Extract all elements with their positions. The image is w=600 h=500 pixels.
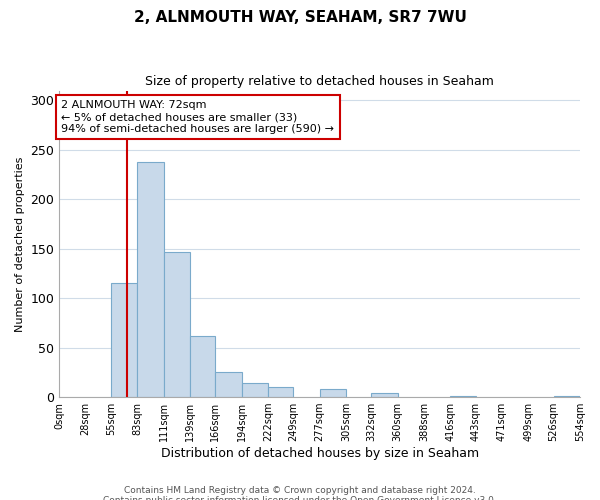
Bar (242, 383, 268, 397)
Y-axis label: Number of detached properties: Number of detached properties (15, 156, 25, 332)
X-axis label: Distribution of detached houses by size in Seaham: Distribution of detached houses by size … (161, 447, 479, 460)
Bar (320, 389, 346, 397)
Bar (190, 336, 215, 397)
Text: Contains HM Land Registry data © Crown copyright and database right 2024.: Contains HM Land Registry data © Crown c… (124, 486, 476, 495)
Bar (371, 393, 398, 397)
Bar (111, 284, 137, 397)
Text: 2, ALNMOUTH WAY, SEAHAM, SR7 7WU: 2, ALNMOUTH WAY, SEAHAM, SR7 7WU (134, 10, 466, 25)
Bar (164, 252, 190, 397)
Bar (450, 396, 476, 397)
Bar (137, 162, 164, 397)
Title: Size of property relative to detached houses in Seaham: Size of property relative to detached ho… (145, 75, 494, 88)
Bar (215, 372, 242, 397)
Bar (268, 387, 293, 397)
Text: 2 ALNMOUTH WAY: 72sqm
← 5% of detached houses are smaller (33)
94% of semi-detac: 2 ALNMOUTH WAY: 72sqm ← 5% of detached h… (61, 100, 334, 134)
Text: Contains public sector information licensed under the Open Government Licence v3: Contains public sector information licen… (103, 496, 497, 500)
Bar (554, 396, 580, 397)
